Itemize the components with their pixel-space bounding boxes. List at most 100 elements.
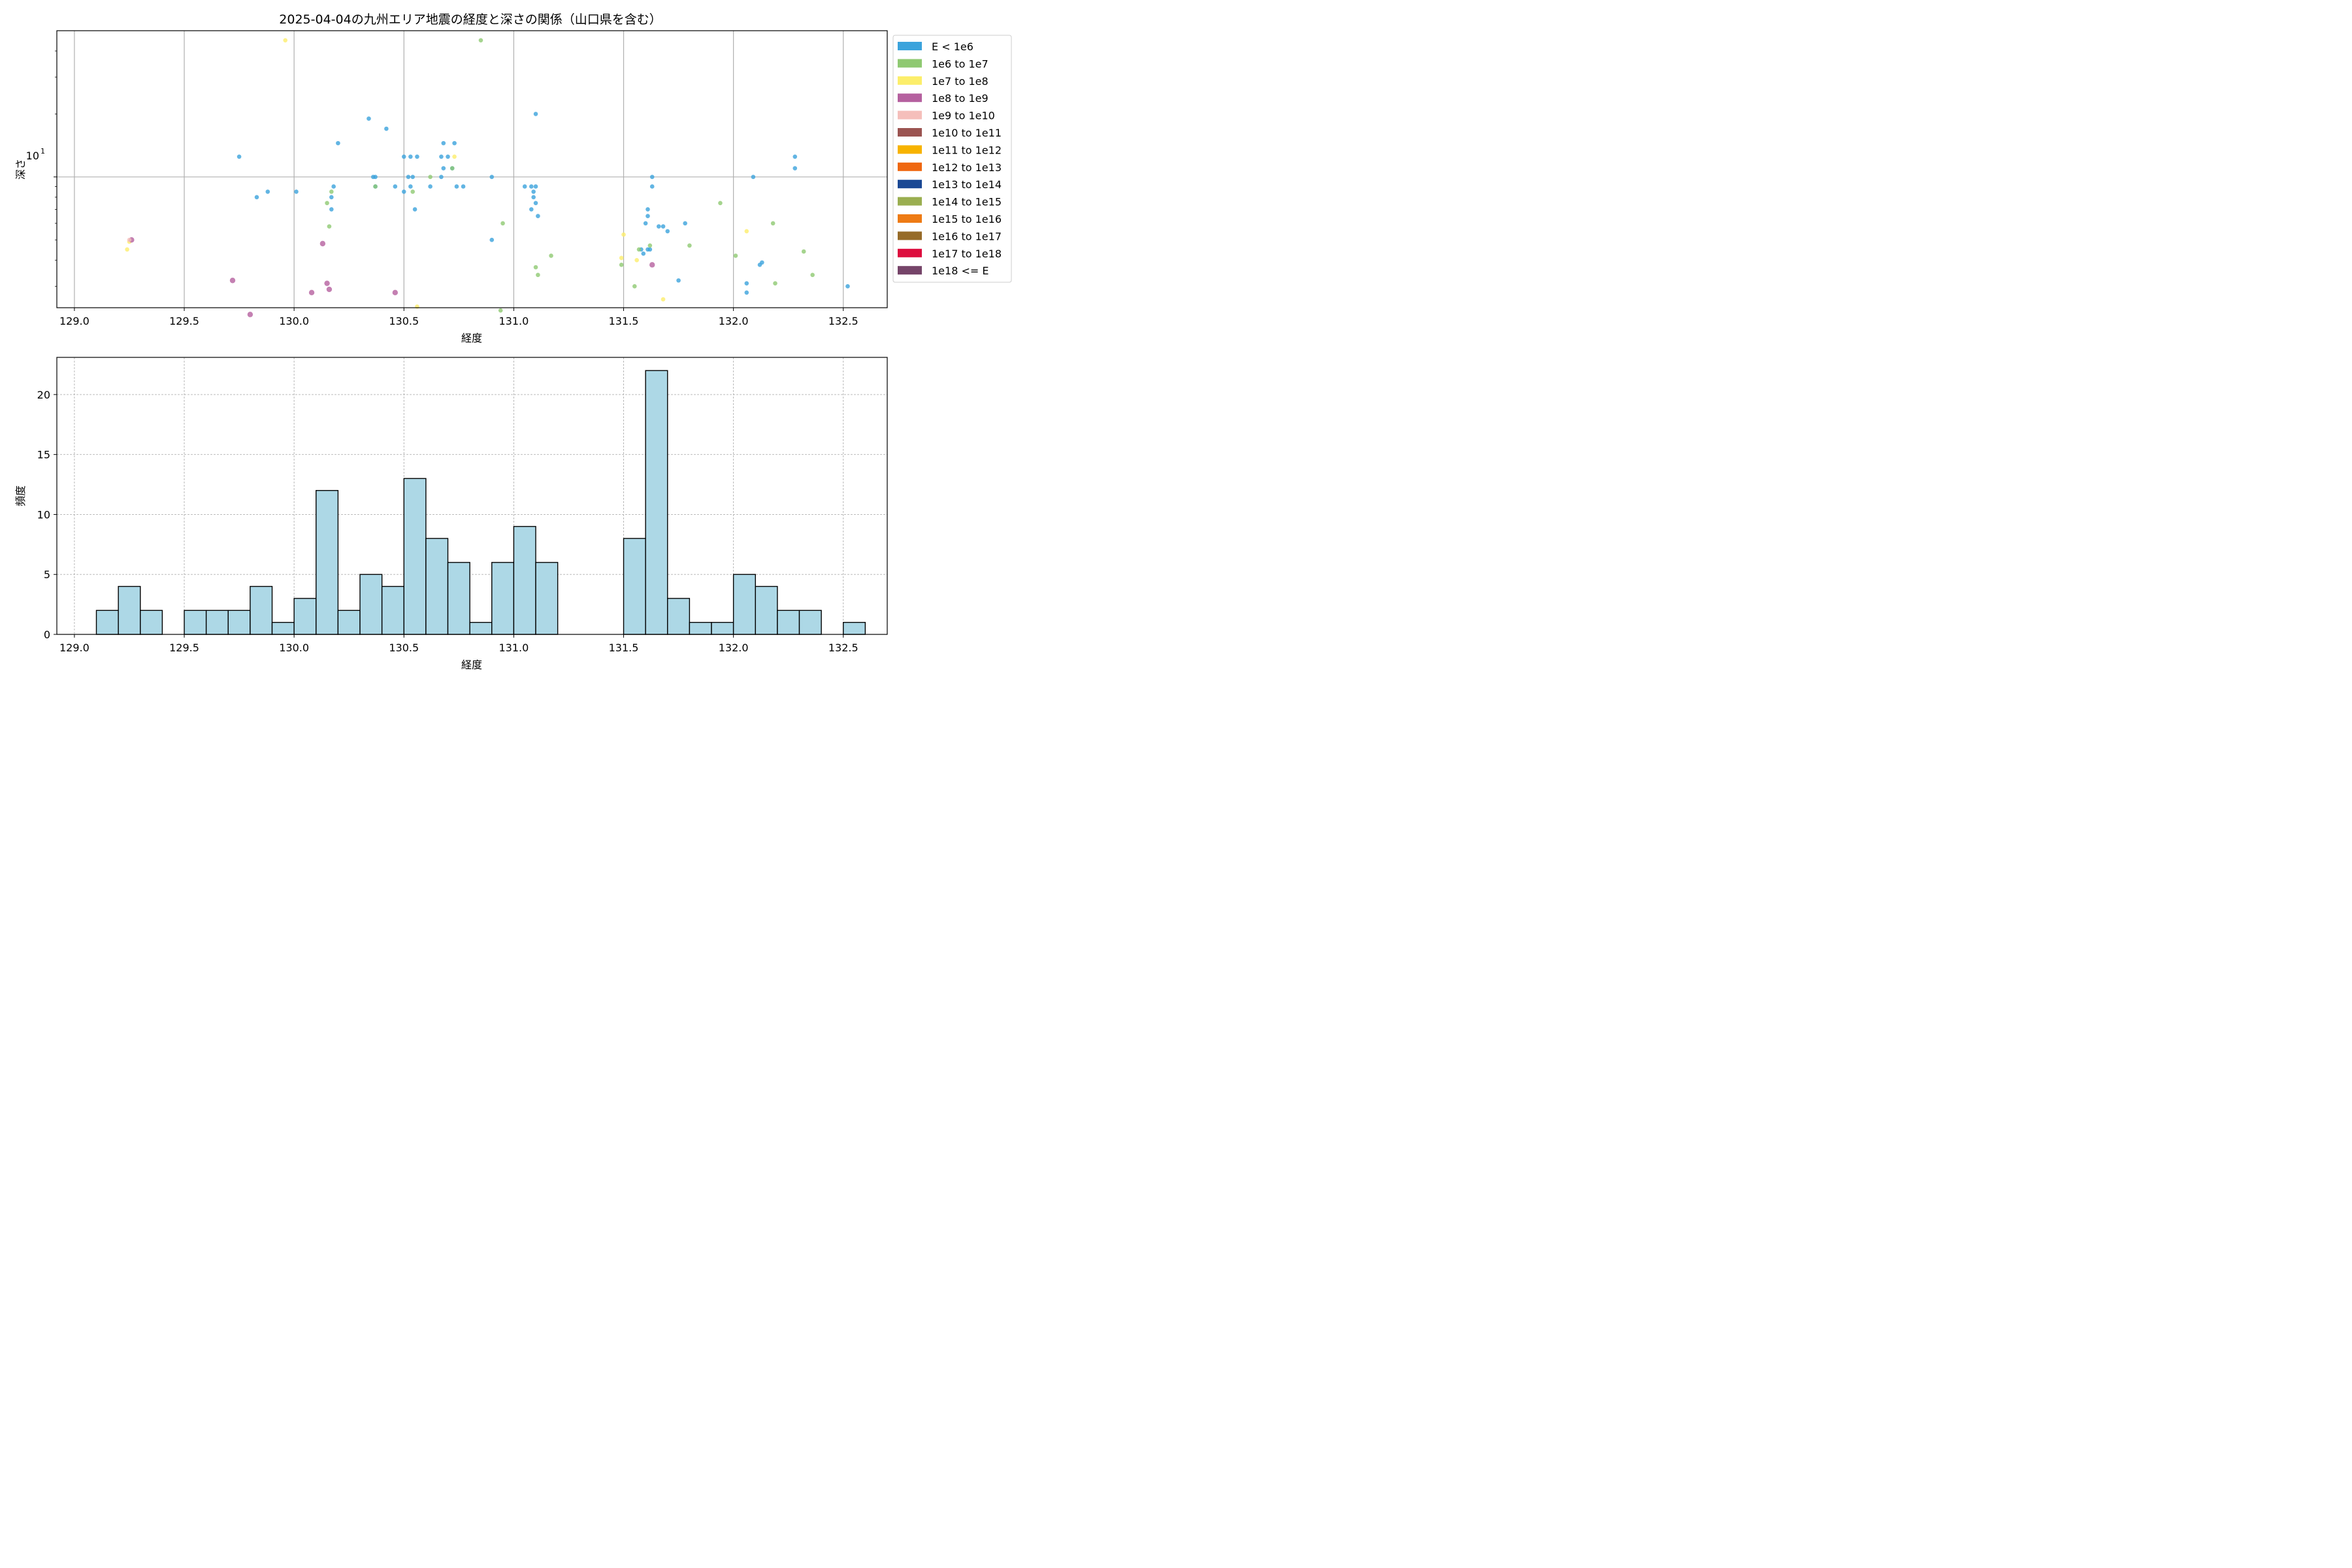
scatter-point [643,221,648,226]
scatter-plot-frame [57,31,887,308]
legend-swatch [898,42,922,50]
scatter-point [229,278,236,284]
scatter-point [373,174,378,180]
histogram-bar [293,598,317,635]
legend-label: 1e8 to 1e9 [932,92,988,105]
scatter-point [647,247,653,252]
scatter-point [247,312,253,318]
scatter-y-ticks: 10 1 [26,50,57,287]
scatter-point [392,289,399,296]
scatter-y-axis-label: 深さ [14,159,27,180]
legend-label: 1e18 <= E [932,265,988,277]
scatter-point [529,207,534,212]
scatter-point [657,224,661,229]
scatter-point [641,251,646,256]
scatter-point [410,174,416,180]
scatter-point [636,247,642,252]
histogram-bar [118,585,141,635]
scatter-point [536,214,540,219]
scatter-plot-border [56,30,888,308]
scatter-point [237,154,242,159]
scatter-x-tick-label: 130.0 [279,315,309,327]
scatter-point [634,257,639,263]
histogram-bar [732,574,756,635]
legend-label: 1e17 to 1e18 [932,248,1002,260]
scatter-point [125,247,129,252]
scatter-point [439,174,444,180]
histogram-bar [359,574,383,635]
legend-label: E < 1e6 [932,41,973,53]
legend-label: 1e14 to 1e15 [932,196,1002,208]
legend-entries: E < 1e6 1e6 to 1e7 1e7 to 1e8 1e8 to 1e9 1e9… [898,41,1002,277]
scatter-x-tick-label: 130.5 [389,315,419,327]
histogram-bar [205,610,229,635]
legend-swatch [898,266,922,275]
scatter-point [649,174,655,180]
scatter-y-tick-label-exponent: 1 [41,147,45,155]
legend-label: 1e7 to 1e8 [932,75,988,88]
scatter-point [401,154,406,159]
histogram-bar [381,585,404,635]
scatter-point [324,280,330,286]
histogram-bar [491,562,515,635]
scatter-point [441,140,446,146]
scatter-points [125,38,850,318]
scatter-point [412,207,417,212]
scatter-point [531,195,536,200]
histogram-plot-border [56,357,888,635]
scatter-point [265,189,270,194]
scatter-point [489,174,495,180]
scatter-point [410,189,416,194]
legend-label: 1e6 to 1e7 [932,57,988,70]
scatter-point [645,207,650,212]
scatter-plot: 129.0 129.5 130.0 130.5 131.0 131.5 132.0 132.5… [14,30,888,344]
scatter-point [533,265,538,270]
histogram-bar [184,610,207,635]
scatter-point [446,154,450,159]
legend-swatch [898,110,922,120]
scatter-point [744,229,749,234]
legend-label: 1e16 to 1e17 [932,230,1002,242]
histogram-bar [250,585,273,635]
scatter-point [792,154,798,159]
legend-swatch [898,76,922,85]
scatter-point [408,184,413,189]
scatter-point [428,184,433,189]
scatter-point [329,195,334,200]
legend-swatch [898,59,922,68]
scatter-x-tick-label: 131.0 [498,315,529,327]
histogram-x-tick-label: 130.0 [279,642,309,654]
scatter-point [632,284,637,289]
scatter-point [718,201,723,206]
scatter-x-axis-label: 経度 [461,332,482,344]
histogram-y-axis-label: 頻度 [14,485,27,506]
histogram-bar [711,621,734,635]
legend-label: 1e9 to 1e10 [932,110,995,122]
scatter-point [254,195,259,200]
scatter-point [810,272,815,278]
scatter-point [770,221,776,226]
histogram-bar [843,621,866,635]
histogram-bar [513,526,536,635]
scatter-point [649,184,655,189]
histogram-y-ticks: 0 5 10 15 20 [37,389,57,641]
scatter-x-tick-label: 132.0 [719,315,749,327]
histogram-bar [755,585,778,635]
histogram-x-ticks: 129.0 129.5 130.0 130.5 131.0 131.5 132.0 132.5 [59,634,858,654]
scatter-point [529,184,534,189]
histogram-bar [337,610,361,635]
legend-swatch [898,248,922,257]
figure: 2025-04-04の九州エリア地震の経度と深さの関係（山口県を含む） 129.… [14,12,1012,671]
legend-label: 1e11 to 1e12 [932,144,1002,156]
legend-swatch [898,231,922,240]
histogram-y-tick-label: 15 [37,449,50,461]
scatter-point [792,166,798,171]
scatter-point [533,184,538,189]
histogram-x-axis-label: 経度 [461,659,482,671]
legend-swatch [898,214,922,223]
scatter-point [733,253,738,258]
scatter-point [478,38,483,42]
scatter-point [454,184,459,189]
histogram-bar [689,621,712,635]
scatter-point [744,290,749,295]
